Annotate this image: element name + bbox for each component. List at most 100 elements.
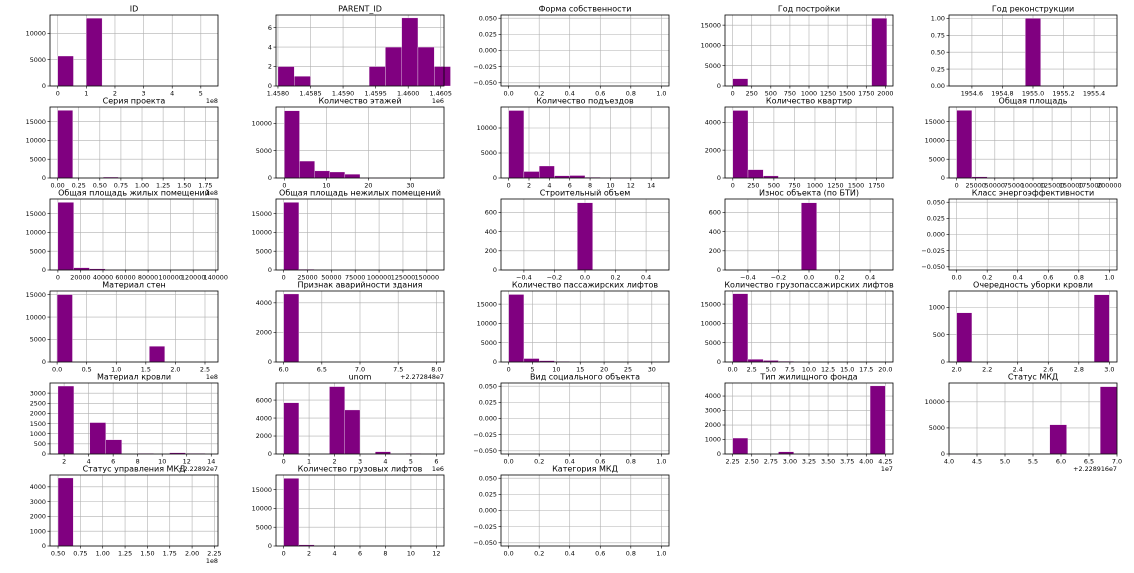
plot-title: Износ объекта (по БТИ)	[759, 189, 859, 198]
x-offset-label: +2.22892e7	[178, 465, 218, 473]
x-offset-label: 1e6	[432, 97, 444, 105]
histogram-bar	[385, 46, 402, 87]
x-tick-label: 0.5	[82, 366, 92, 374]
x-tick-label: 0.2	[982, 274, 992, 282]
x-tick-label: 1250	[820, 90, 836, 98]
x-tick-label: 2.5	[747, 366, 757, 374]
x-tick-label: 1955.2	[1052, 90, 1074, 98]
x-tick-label: 0.4	[565, 550, 575, 558]
y-tick-label: 5000	[705, 62, 721, 70]
x-tick-label: 1.50	[140, 550, 154, 558]
x-tick-label: 4	[87, 458, 91, 466]
x-tick-label: 150000	[1059, 182, 1083, 190]
x-tick-label: 2.6	[1043, 366, 1053, 374]
plot-title: Материал стен	[102, 281, 165, 290]
y-tick-label: 6	[268, 24, 272, 32]
histogram-bar	[732, 437, 749, 455]
axes-frame	[724, 106, 894, 179]
y-tick-label: 400	[709, 228, 721, 236]
x-tick-label: 0.4	[565, 458, 575, 466]
y-tick-label: 1000	[30, 430, 46, 438]
y-tick-label: 0.050	[479, 474, 497, 482]
y-tick-label: 15000	[925, 118, 945, 126]
histogram-panel: 0.0 0.2 0.4 0.6 0.8 1.0 −0.050 −0.025 0.000 0.025…	[921, 189, 1118, 282]
x-tick-label: 5.0	[1000, 458, 1010, 466]
y-tick-label: 2000	[705, 421, 721, 429]
histogram-bar	[277, 66, 295, 87]
plot-title: Общая площадь	[999, 97, 1068, 106]
x-tick-label: 10.0	[802, 366, 816, 374]
x-tick-label: 3.50	[821, 458, 835, 466]
histogram-panel: 0.0 2.5 5.0 7.5 10.0 12.5 15.0 17.5 20.0 0 5000 100…	[701, 281, 894, 374]
y-tick-label: 0	[493, 358, 497, 366]
plot-title: Строительный объем	[540, 189, 631, 198]
y-tick-label: 200	[709, 247, 721, 255]
histogram-bar	[89, 422, 106, 455]
x-tick-label: 4	[333, 550, 337, 558]
histogram-bar	[57, 202, 74, 271]
x-tick-label: 500	[768, 182, 780, 190]
histogram-bar	[747, 359, 764, 363]
histogram-bar	[56, 294, 73, 363]
y-tick-label: 400	[485, 228, 497, 236]
y-tick-label: 600	[709, 209, 721, 217]
x-tick-label: 3.0	[1104, 366, 1114, 374]
y-tick-label: 1000	[929, 304, 945, 312]
y-tick-label: 0.050	[479, 14, 497, 22]
x-tick-label: 2	[527, 182, 531, 190]
y-tick-label: 5000	[30, 56, 46, 64]
plot-title: unom	[349, 373, 372, 382]
x-tick-label: −0.2	[771, 274, 787, 282]
x-offset-label: +2.272848e7	[400, 373, 444, 381]
histogram-panel: 0.0 0.2 0.4 0.6 0.8 1.0 −0.050 −0.025 0.000 0.025…	[473, 373, 670, 466]
x-tick-label: 2.50	[745, 458, 759, 466]
y-tick-label: −0.050	[473, 539, 497, 547]
y-tick-label: 6000	[256, 396, 272, 404]
x-tick-label: 1	[307, 458, 311, 466]
histogram-panel: 0.0 0.2 0.4 0.6 0.8 1.0 −0.050 −0.025 0.000 0.025…	[473, 5, 670, 98]
y-tick-label: 4000	[705, 119, 721, 127]
y-tick-label: 0.75	[931, 31, 945, 39]
x-tick-label: 1.4585	[299, 90, 321, 98]
y-tick-label: 3000	[705, 407, 721, 415]
y-tick-label: 0.000	[479, 415, 497, 423]
x-tick-label: 1955.0	[1022, 90, 1044, 98]
histogram-panel: 6.0 6.5 7.0 7.5 8.0 0 2000 4000 +2.272848e7 Призн…	[256, 281, 445, 381]
histogram-bar	[434, 66, 451, 87]
x-tick-label: 7.5	[785, 366, 795, 374]
x-offset-label: 1e8	[206, 97, 218, 105]
y-tick-label: 500	[34, 440, 46, 448]
y-tick-label: 2000	[30, 410, 46, 418]
histogram-bar	[1049, 424, 1067, 455]
x-tick-label: 12.5	[821, 366, 835, 374]
y-tick-label: 2	[268, 63, 272, 71]
y-tick-label: 0	[268, 174, 272, 182]
x-tick-label: 0.0	[52, 366, 62, 374]
x-tick-label: 1.4600	[397, 90, 419, 98]
y-tick-label: 0.000	[479, 507, 497, 515]
y-tick-label: 4000	[705, 392, 721, 400]
y-tick-label: 0	[268, 450, 272, 458]
y-tick-label: 10000	[26, 137, 46, 145]
x-tick-label: 1.4595	[364, 90, 386, 98]
axes-frame	[275, 14, 445, 87]
y-tick-label: −0.025	[921, 247, 945, 255]
y-tick-label: 0	[717, 266, 721, 274]
x-tick-label: 4	[170, 90, 174, 98]
x-tick-label: 200000	[1097, 182, 1121, 190]
x-tick-label: 250	[746, 90, 758, 98]
plot-title: Тип жилищного фонда	[759, 373, 857, 382]
x-tick-label: 1.50	[177, 182, 191, 190]
y-tick-label: 2000	[256, 329, 272, 337]
plot-title: Класс энергоэффективности	[972, 189, 1095, 198]
histogram-panel: 1.4580 1.4585 1.4590 1.4595 1.4600 1.4605 0 2 4 6…	[267, 5, 452, 106]
x-tick-label: 12	[183, 458, 191, 466]
x-tick-label: 12	[627, 182, 635, 190]
x-offset-label: 1e6	[432, 465, 444, 473]
y-tick-label: 10000	[26, 313, 46, 321]
x-tick-label: 1.00	[135, 182, 149, 190]
y-tick-label: 0	[42, 358, 46, 366]
y-tick-label: 0	[717, 82, 721, 90]
x-tick-label: 2.0	[952, 366, 962, 374]
axes-frame	[49, 198, 219, 271]
